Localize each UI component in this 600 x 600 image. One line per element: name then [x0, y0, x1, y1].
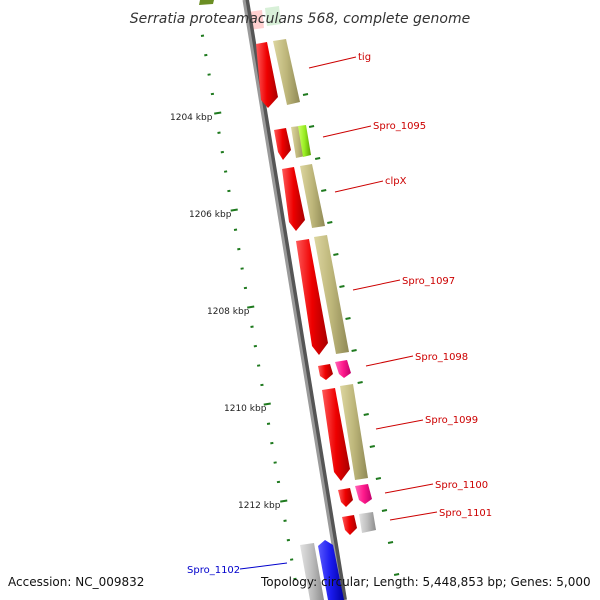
tick-label-1206: 1206 kbp	[189, 210, 232, 220]
connector-clpx	[334, 180, 384, 193]
tick-label-1212: 1212 kbp	[238, 501, 281, 511]
feature-spro1100-misc[interactable]	[355, 484, 372, 504]
feature-clpx-gene[interactable]	[300, 164, 325, 228]
feature-spro1097-gene[interactable]	[314, 235, 349, 354]
outer-tick	[351, 349, 357, 352]
faded-feature-top-2	[265, 6, 281, 26]
feature-spro1097-cds[interactable]	[296, 239, 328, 355]
feature-spro1099-gene[interactable]	[340, 384, 368, 480]
connector-spro1099	[375, 419, 424, 430]
outer-tick	[363, 413, 369, 416]
gene-features	[256, 39, 376, 600]
connector-spro1097	[352, 279, 401, 291]
gene-label-spro1101[interactable]: Spro_1101	[439, 508, 492, 519]
major-tick	[230, 208, 238, 212]
outer-tick	[387, 541, 394, 544]
outer-tick	[327, 221, 333, 224]
feature-spro1098-cds[interactable]	[318, 364, 333, 380]
gene-label-spro1098[interactable]: Spro_1098	[415, 352, 468, 363]
accession-text: Accession: NC_009832	[8, 575, 144, 589]
gene-label-clpx[interactable]: clpX	[385, 176, 407, 187]
feature-spro1095-misc[interactable]	[298, 125, 311, 157]
feature-spro1102-blue[interactable]	[318, 540, 344, 600]
map-title: Serratia proteamaculans 568, complete ge…	[130, 11, 470, 27]
gene-label-spro1095[interactable]: Spro_1095	[373, 121, 426, 132]
feature-spro1102-other[interactable]	[300, 543, 324, 600]
outer-tick	[369, 445, 376, 448]
feature-tig-gene[interactable]	[273, 39, 300, 105]
genome-backbone	[242, 0, 344, 600]
major-tick	[263, 402, 271, 406]
tick-labels: 1204 kbp 1206 kbp 1208 kbp 1210 kbp 1212…	[170, 113, 281, 511]
connector-spro1098	[365, 355, 414, 367]
connector-spro1095	[322, 125, 372, 138]
gene-label-spro1100[interactable]: Spro_1100	[435, 480, 488, 491]
feature-clpx-cds[interactable]	[282, 167, 305, 231]
connector-tig	[308, 56, 357, 69]
major-tick	[247, 305, 255, 309]
feature-spro1098-misc[interactable]	[335, 360, 351, 378]
outer-tick	[381, 509, 388, 512]
outer-tick	[375, 477, 382, 480]
tick-label-1204: 1204 kbp	[170, 113, 213, 123]
major-tick	[214, 111, 222, 115]
outer-tick	[314, 157, 321, 160]
gene-labels: tig Spro_1095 clpX Spro_1097 Spro_1098 S…	[187, 52, 492, 576]
gene-label-spro1099[interactable]: Spro_1099	[425, 415, 478, 426]
feature-tig-cds[interactable]	[256, 42, 278, 108]
outer-tick	[308, 125, 315, 128]
outer-tick	[339, 285, 345, 288]
major-tick	[280, 499, 288, 503]
gene-label-tig[interactable]: tig	[358, 52, 371, 63]
tick-label-1210: 1210 kbp	[224, 404, 267, 414]
outer-tick	[333, 253, 339, 256]
topology-summary: Topology: circular; Length: 5,448,853 bp…	[260, 575, 591, 589]
feature-spro1101-cds[interactable]	[342, 515, 357, 535]
tick-ruler	[200, 34, 400, 581]
connector-spro1101	[389, 511, 438, 521]
label-connectors	[239, 56, 438, 570]
outer-tick	[393, 573, 400, 576]
connector-spro1100	[384, 483, 434, 494]
gene-label-spro1097[interactable]: Spro_1097	[402, 276, 455, 287]
outer-tick	[345, 317, 351, 320]
outer-tick	[302, 93, 309, 96]
outer-tick	[357, 381, 363, 384]
feature-spro1095-gene[interactable]	[291, 126, 305, 158]
connector-spro1102	[239, 562, 288, 570]
feature-spro1100-cds[interactable]	[338, 488, 353, 507]
feature-spro1101-other[interactable]	[359, 512, 376, 533]
olive-feature-top	[199, 0, 214, 5]
feature-spro1099-cds[interactable]	[322, 388, 350, 481]
gene-label-spro1102[interactable]: Spro_1102	[187, 565, 240, 576]
outer-tick	[321, 189, 327, 192]
feature-spro1095-cds[interactable]	[274, 128, 291, 160]
tick-label-1208: 1208 kbp	[207, 307, 250, 317]
